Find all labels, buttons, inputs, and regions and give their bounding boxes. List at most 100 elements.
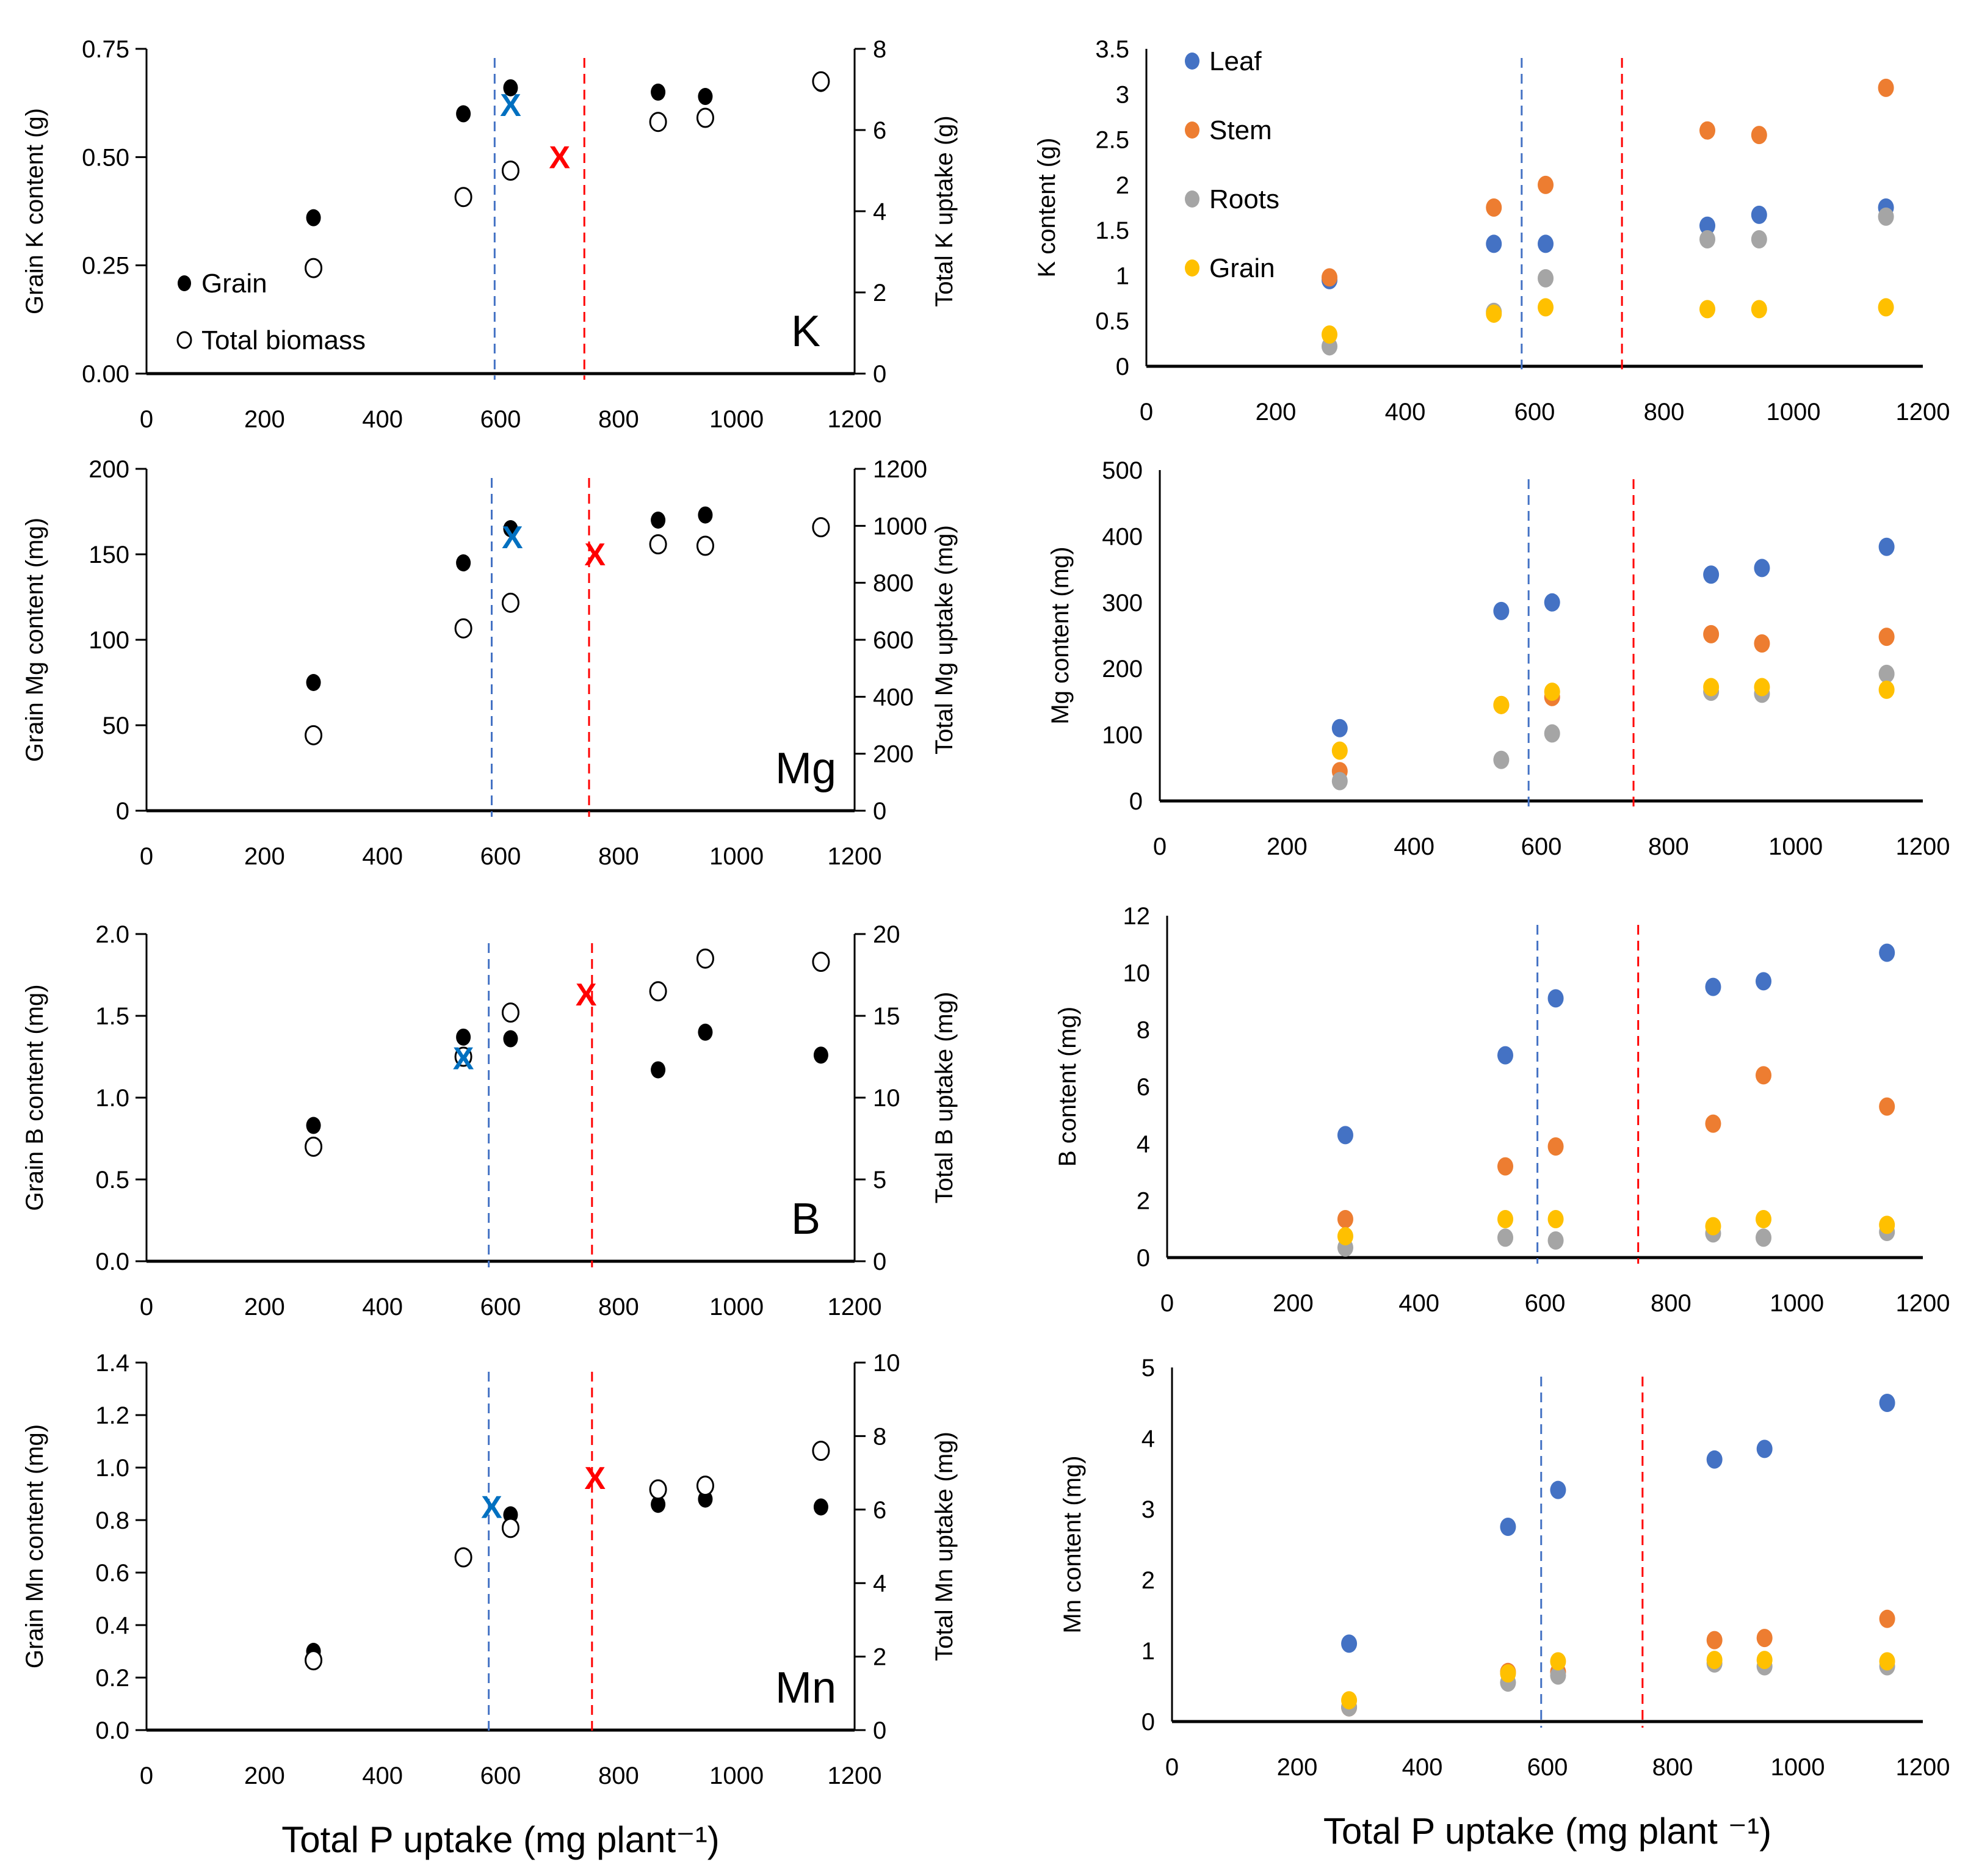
grain-point bbox=[1756, 1651, 1773, 1670]
leaf-point bbox=[1878, 537, 1895, 556]
y-tick-label: 50 bbox=[103, 712, 130, 739]
leaf-point bbox=[1500, 1518, 1516, 1536]
y2-tick-label: 400 bbox=[873, 684, 914, 711]
x-tick-label: 1000 bbox=[1767, 399, 1821, 426]
x-tick-label: 600 bbox=[1521, 833, 1562, 860]
x-tick-label: 400 bbox=[1398, 1290, 1439, 1317]
x-tick-label: 600 bbox=[480, 1294, 521, 1320]
y2-tick-label: 1200 bbox=[873, 456, 927, 483]
x-tick-label: 800 bbox=[598, 843, 639, 870]
grain-point bbox=[1705, 1217, 1721, 1236]
x-tick-label: 1200 bbox=[1896, 1290, 1950, 1317]
total-biomass-point bbox=[454, 187, 472, 208]
x-tick-label: 1200 bbox=[1896, 833, 1950, 860]
total-biomass-point bbox=[454, 1046, 472, 1067]
grain-point bbox=[1703, 678, 1720, 697]
leaf-point bbox=[1879, 943, 1895, 962]
grain-point bbox=[306, 674, 321, 691]
total-biomass-point bbox=[454, 618, 472, 639]
grain-point bbox=[1493, 695, 1510, 714]
y-tick-label: 150 bbox=[89, 541, 129, 568]
grain-point bbox=[1547, 1210, 1564, 1228]
stem-point bbox=[1538, 175, 1554, 194]
y-tick-label: 6 bbox=[1137, 1074, 1150, 1101]
y2-axis-label: Total Mg uptake (mg) bbox=[931, 525, 958, 755]
y-tick-label: 1.0 bbox=[95, 1455, 129, 1482]
y-axis-label: K content (g) bbox=[1033, 137, 1060, 277]
x-tick-label: 600 bbox=[480, 1762, 521, 1789]
stem-point bbox=[1706, 1631, 1723, 1650]
x-tick-label: 1000 bbox=[1768, 833, 1823, 860]
grain-point bbox=[1706, 1651, 1723, 1670]
grain-point bbox=[813, 1046, 828, 1064]
roots-point bbox=[1538, 269, 1554, 288]
y2-tick-label: 2 bbox=[873, 280, 886, 306]
chart-mg-left: 0 200 400 600 800 1000 1200 0 50 100 150 200 0 200 400… bbox=[21, 456, 958, 870]
y-tick-label: 8 bbox=[1137, 1017, 1150, 1044]
y-tick-label: 2.5 bbox=[1095, 127, 1129, 154]
red-x-marker: X bbox=[576, 977, 597, 1013]
y-tick-label: 1 bbox=[1116, 263, 1129, 289]
x-axis-label: Total P uptake (mg plant⁻¹) bbox=[281, 1819, 720, 1860]
y-axis-label: Mn content (mg) bbox=[1059, 1455, 1086, 1633]
x-tick-label: 800 bbox=[1648, 833, 1689, 860]
y-tick-label: 10 bbox=[1123, 960, 1151, 987]
x-tick-label: 1000 bbox=[709, 406, 764, 433]
y-tick-label: 0.5 bbox=[1095, 308, 1129, 335]
blue-x-marker: X bbox=[453, 1041, 474, 1077]
leaf-point bbox=[1497, 1046, 1514, 1065]
legend-total-biomass-icon bbox=[176, 331, 192, 349]
roots-point bbox=[1544, 724, 1560, 743]
panel-label: Mg bbox=[775, 744, 836, 793]
y-tick-label: 5 bbox=[1141, 1355, 1155, 1382]
grain-point bbox=[698, 88, 713, 106]
y-tick-label: 200 bbox=[89, 456, 129, 483]
y-tick-label: 1.4 bbox=[95, 1350, 129, 1377]
x-tick-label: 800 bbox=[598, 1762, 639, 1789]
leaf-point bbox=[1341, 1634, 1358, 1653]
x-tick-label: 200 bbox=[244, 406, 285, 433]
x-tick-label: 600 bbox=[1525, 1290, 1566, 1317]
stem-point bbox=[1486, 198, 1502, 217]
y-tick-label: 100 bbox=[1102, 722, 1143, 749]
x-tick-label: 0 bbox=[1165, 1754, 1179, 1781]
chart-mn-left: 0 200 400 600 800 1000 1200 0.0 0.2 0.4 0.6 0.8 1.0 1… bbox=[21, 1350, 958, 1860]
total-biomass-point bbox=[649, 534, 667, 555]
y-axis-label: Grain Mn content (mg) bbox=[21, 1424, 48, 1668]
leaf-point bbox=[1486, 234, 1502, 253]
leaf-point bbox=[1703, 565, 1720, 584]
x-tick-label: 0 bbox=[140, 1294, 153, 1320]
x-tick-label: 400 bbox=[362, 843, 403, 870]
roots-point bbox=[1878, 664, 1895, 683]
total-biomass-point bbox=[696, 107, 714, 128]
y2-tick-label: 6 bbox=[873, 1497, 886, 1524]
stem-point bbox=[1337, 1210, 1353, 1228]
y2-tick-label: 8 bbox=[873, 36, 886, 63]
y-tick-label: 500 bbox=[1102, 457, 1143, 484]
y-tick-label: 2.0 bbox=[95, 921, 129, 948]
total-biomass-point bbox=[305, 1136, 323, 1157]
stem-point bbox=[1756, 1629, 1773, 1648]
chart-b-right: 0 200 400 600 800 1000 1200 0 2 4 6 8 10 12 B content … bbox=[1054, 903, 1950, 1317]
y-tick-label: 0.5 bbox=[95, 1167, 129, 1193]
y-tick-label: 100 bbox=[89, 627, 129, 654]
leaf-point bbox=[1754, 559, 1770, 578]
leaf-point bbox=[1544, 593, 1560, 612]
x-tick-label: 0 bbox=[140, 1762, 153, 1789]
y-tick-label: 1 bbox=[1141, 1638, 1155, 1665]
x-tick-label: 200 bbox=[244, 1294, 285, 1320]
total-biomass-point bbox=[305, 258, 323, 278]
y-tick-label: 1.5 bbox=[95, 1003, 129, 1030]
x-tick-label: 800 bbox=[598, 406, 639, 433]
chart-b-left: 0 200 400 600 800 1000 1200 0.0 0.5 1.0 1.5 2.0 0 5 10… bbox=[21, 921, 958, 1320]
legend-leaf-icon bbox=[1185, 53, 1199, 70]
leaf-point bbox=[1547, 989, 1564, 1008]
total-biomass-point bbox=[501, 1002, 519, 1023]
y-tick-label: 1.0 bbox=[95, 1085, 129, 1112]
grain-point bbox=[1544, 683, 1560, 701]
legend-stem-label: Stem bbox=[1209, 115, 1272, 145]
y-axis-label: Grain Mg content (mg) bbox=[21, 518, 48, 762]
blue-x-marker: X bbox=[481, 1490, 502, 1526]
grain-point bbox=[456, 1028, 471, 1046]
y-tick-label: 0.2 bbox=[95, 1665, 129, 1692]
